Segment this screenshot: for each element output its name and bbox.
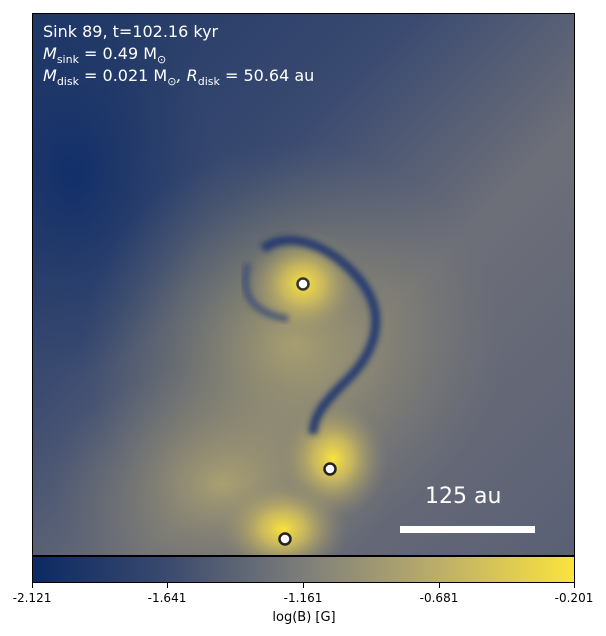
colorbar-tick-label: -0.201 <box>554 591 594 605</box>
colorbar-label: log(B) [G] <box>272 610 336 625</box>
colorbar-tick <box>167 583 168 588</box>
colorbar-tick <box>574 583 575 588</box>
colorbar-tick-label: -1.161 <box>283 591 323 605</box>
disk-properties: Mdisk = 0.021 M⊙, Rdisk = 50.64 au <box>43 66 315 89</box>
colorbar-tick <box>303 583 304 588</box>
sink-particle <box>278 532 292 546</box>
colorbar-tick <box>439 583 440 588</box>
sink-particle <box>323 462 337 476</box>
scale-bar-label: 125 au <box>425 484 502 509</box>
colorbar-tick <box>32 583 33 588</box>
sink-title: Sink 89, t=102.16 kyr <box>43 22 219 41</box>
field-image <box>33 14 574 555</box>
colorbar-tick-label: -1.641 <box>147 591 187 605</box>
colorbar-tick-label: -2.121 <box>12 591 52 605</box>
colorbar <box>32 556 575 583</box>
magnetic-field-map: Sink 89, t=102.16 kyr Msink = 0.49 M⊙ Md… <box>32 13 575 556</box>
colorbar-tick-label: -0.681 <box>419 591 459 605</box>
scale-bar <box>400 526 535 533</box>
sink-particle <box>296 277 310 291</box>
sink-mass: Msink = 0.49 M⊙ <box>43 44 167 67</box>
